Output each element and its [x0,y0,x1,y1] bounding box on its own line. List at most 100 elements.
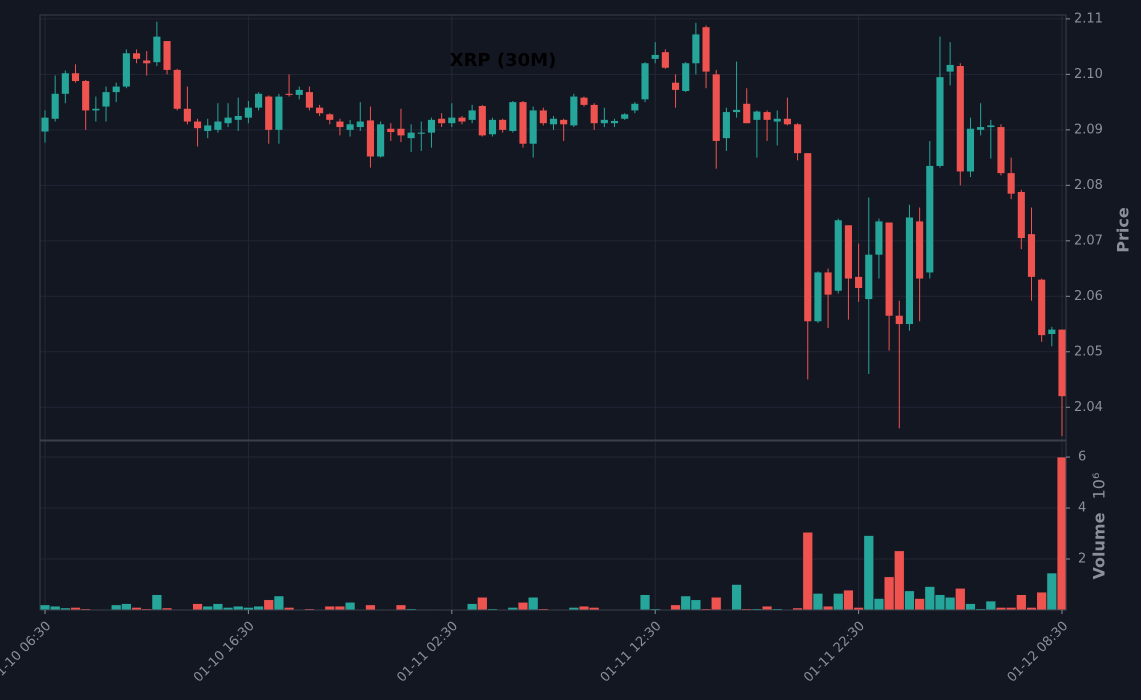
y-tick-label: 2.10 [1074,67,1103,82]
candle-body [71,73,80,82]
candle-body [51,93,59,119]
volume-bar [334,605,346,611]
y-axis-label: Price [1114,207,1133,253]
candle-body [824,272,832,295]
volume-bar [914,598,925,611]
candle-body [682,63,690,92]
candle-body [560,119,568,125]
volume-bar [639,594,651,611]
volume-bar [863,535,874,611]
candle-body [122,53,130,87]
candle-body [478,105,486,136]
candle-body [255,93,263,108]
volume-bar [873,598,885,611]
volume-bar [578,605,590,611]
volume-bar [395,604,407,611]
volume-bar [192,603,203,611]
volume-bar [365,604,376,611]
candle-body [204,125,212,131]
volume-bar [324,605,335,611]
candle-body [966,128,975,172]
volume-bar [344,602,356,611]
volume-bar [253,605,264,611]
candle-body [977,127,985,130]
candle-body [407,132,415,139]
candle-body [1027,234,1036,277]
candle-body [143,60,151,64]
candle-body [163,41,171,70]
volume-bar [812,593,824,611]
candle-body [193,121,202,129]
volume-axis-scale: 10⁶ [1090,473,1109,500]
volume-bar [904,590,915,611]
candle-body [488,119,497,135]
volume-bar [955,588,966,611]
candle-body [41,117,49,132]
volume-bar [731,584,742,611]
volume-bar [822,605,834,611]
volume-bar [233,605,244,611]
candle-body [916,221,924,279]
candle-body [1038,279,1046,336]
volume-bar [517,602,529,611]
candle-body [814,272,822,322]
volume-bar [802,532,813,611]
volume-bar [833,593,844,611]
candle-body [82,81,90,111]
candle-body [112,86,120,93]
candle-body [875,221,883,255]
candle-body [539,110,547,124]
chart-title: XRP (30M) [450,50,557,71]
candle-body [153,36,161,63]
candle-body [987,125,995,128]
volume-bar [985,600,996,611]
volume-bar [477,597,488,611]
volume-bar [263,599,274,611]
candle-body [234,115,242,120]
candle-body [366,120,374,157]
candle-body [580,97,588,105]
candle-body [346,124,354,130]
volume-bar [528,597,539,611]
candle-body [946,64,954,72]
candle-body [794,124,802,154]
candle-body [1007,173,1015,194]
volume-bar [680,595,691,611]
y-tick-label: 2.06 [1074,289,1103,304]
candle-body [92,108,100,111]
candle-body [590,104,598,124]
candle-body [712,74,720,141]
volume-bar [894,550,905,611]
candle-body [783,118,791,125]
candle-body [763,112,771,120]
candle-body [905,217,914,325]
candle-body [316,107,324,114]
candle-body [570,96,578,126]
candle-body [600,119,608,124]
candle-body [326,114,334,120]
candle-body [661,52,669,68]
volume-bar [711,597,722,611]
y-tick-label: 2.07 [1074,233,1103,248]
price-panel-frame [39,14,1067,441]
candle-body [275,96,283,130]
volume-bar [121,603,132,611]
candle-body [265,96,273,130]
candle-body [183,108,191,122]
candle-body [285,93,293,95]
candle-body [926,165,934,273]
volume-bar [965,603,976,611]
volume-bar [273,595,285,611]
candle-body [641,63,649,100]
volume-bar [467,603,478,611]
candle-body [733,109,741,113]
volume-bar [151,594,163,611]
candle-body [448,117,456,124]
candle-body [387,128,395,133]
candle-body [468,110,476,120]
candle-body [753,111,761,120]
volume-bar [39,604,51,611]
candle-body [61,73,69,94]
y2-tick-label: 4 [1078,501,1086,516]
volume-bar [1036,591,1047,611]
